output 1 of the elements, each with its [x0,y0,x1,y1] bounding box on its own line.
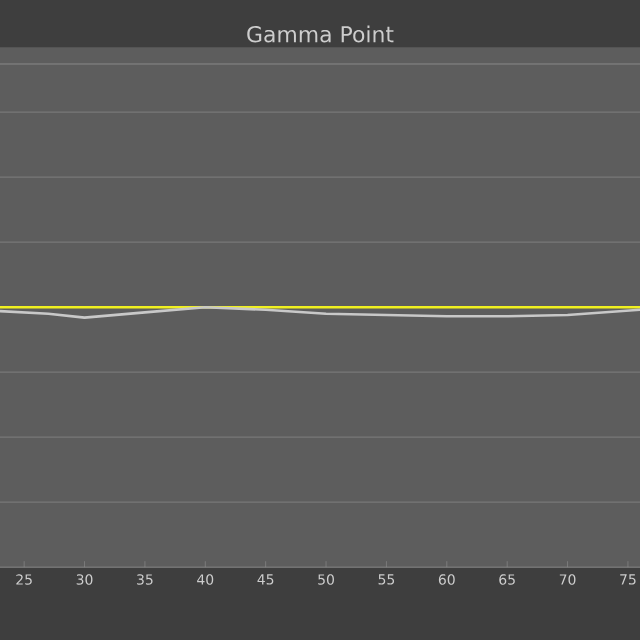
chart-title: Gamma Point [247,25,394,43]
